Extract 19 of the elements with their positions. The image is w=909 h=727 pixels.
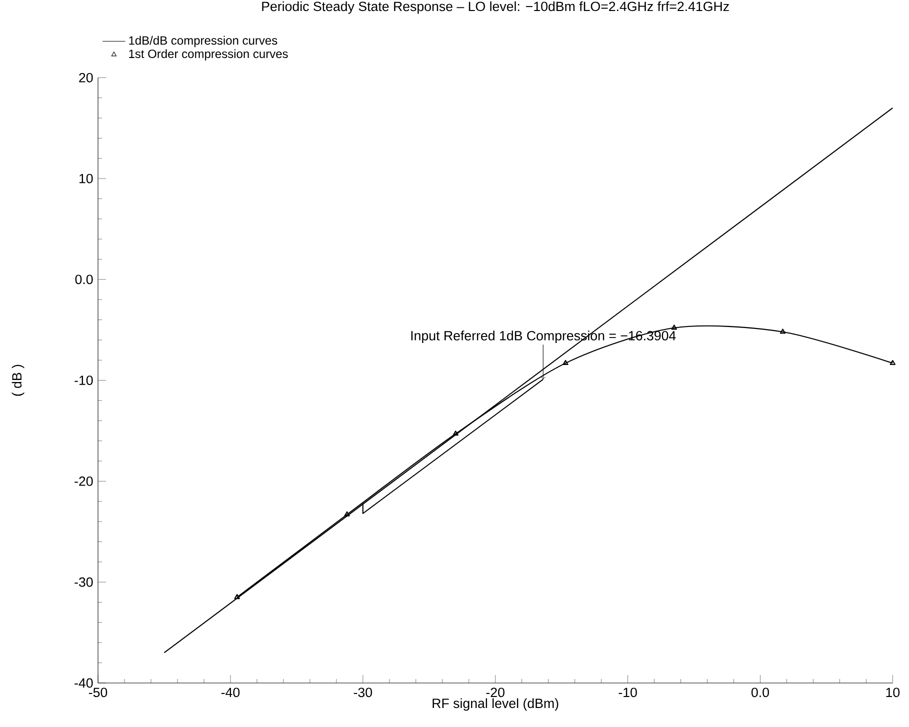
x-tick-label: -20 xyxy=(486,688,504,698)
legend-label: 1dB/dB compression curves xyxy=(129,36,278,48)
y-tick-label: -40 xyxy=(74,678,93,688)
y-tick-label: 20 xyxy=(79,72,93,82)
x-axis-title: RF signal level (dBm) xyxy=(432,698,558,711)
x-tick-label: 0.0 xyxy=(751,688,769,698)
y-tick-label: 0.0 xyxy=(75,274,93,284)
x-tick-label: -10 xyxy=(618,688,637,698)
x-tick-label: -50 xyxy=(88,688,108,698)
legend-label: 1st Order compression curves xyxy=(129,49,288,60)
y-tick-label: 10 xyxy=(79,174,93,184)
y-tick-label: -10 xyxy=(74,376,93,386)
y-tick-label: -20 xyxy=(74,476,93,486)
chart-title: Periodic Steady State Response – LO level: −10dBm fLO=2.4GHz frf=2.41GHz xyxy=(262,1,729,14)
y-tick-label: -30 xyxy=(74,577,93,587)
x-tick-label: 10 xyxy=(886,688,900,698)
y-axis-title: ( dB ) xyxy=(12,364,24,396)
x-tick-label: -40 xyxy=(221,688,240,698)
x-tick-label: -30 xyxy=(354,688,372,698)
